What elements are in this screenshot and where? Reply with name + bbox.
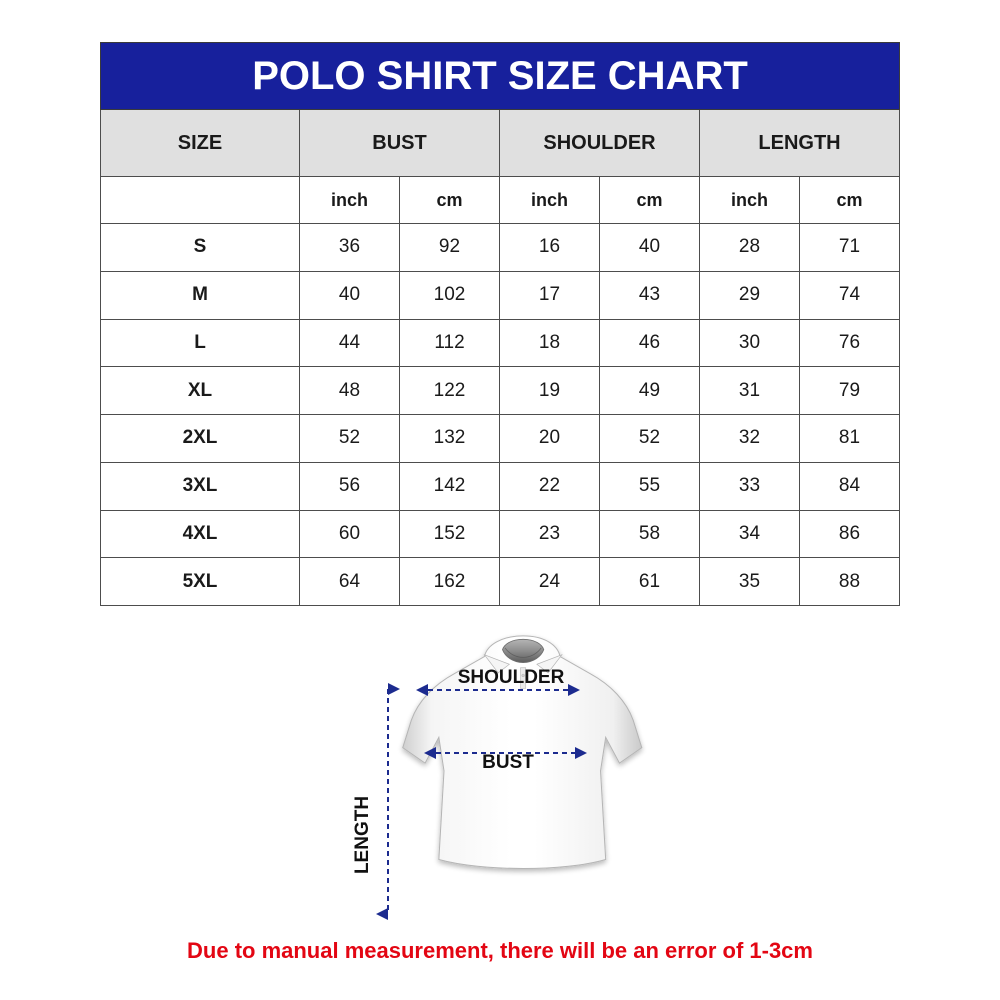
svg-text:SHOULDER: SHOULDER [458,667,565,688]
svg-text:LENGTH: LENGTH [352,796,373,874]
svg-text:BUST: BUST [482,752,534,773]
